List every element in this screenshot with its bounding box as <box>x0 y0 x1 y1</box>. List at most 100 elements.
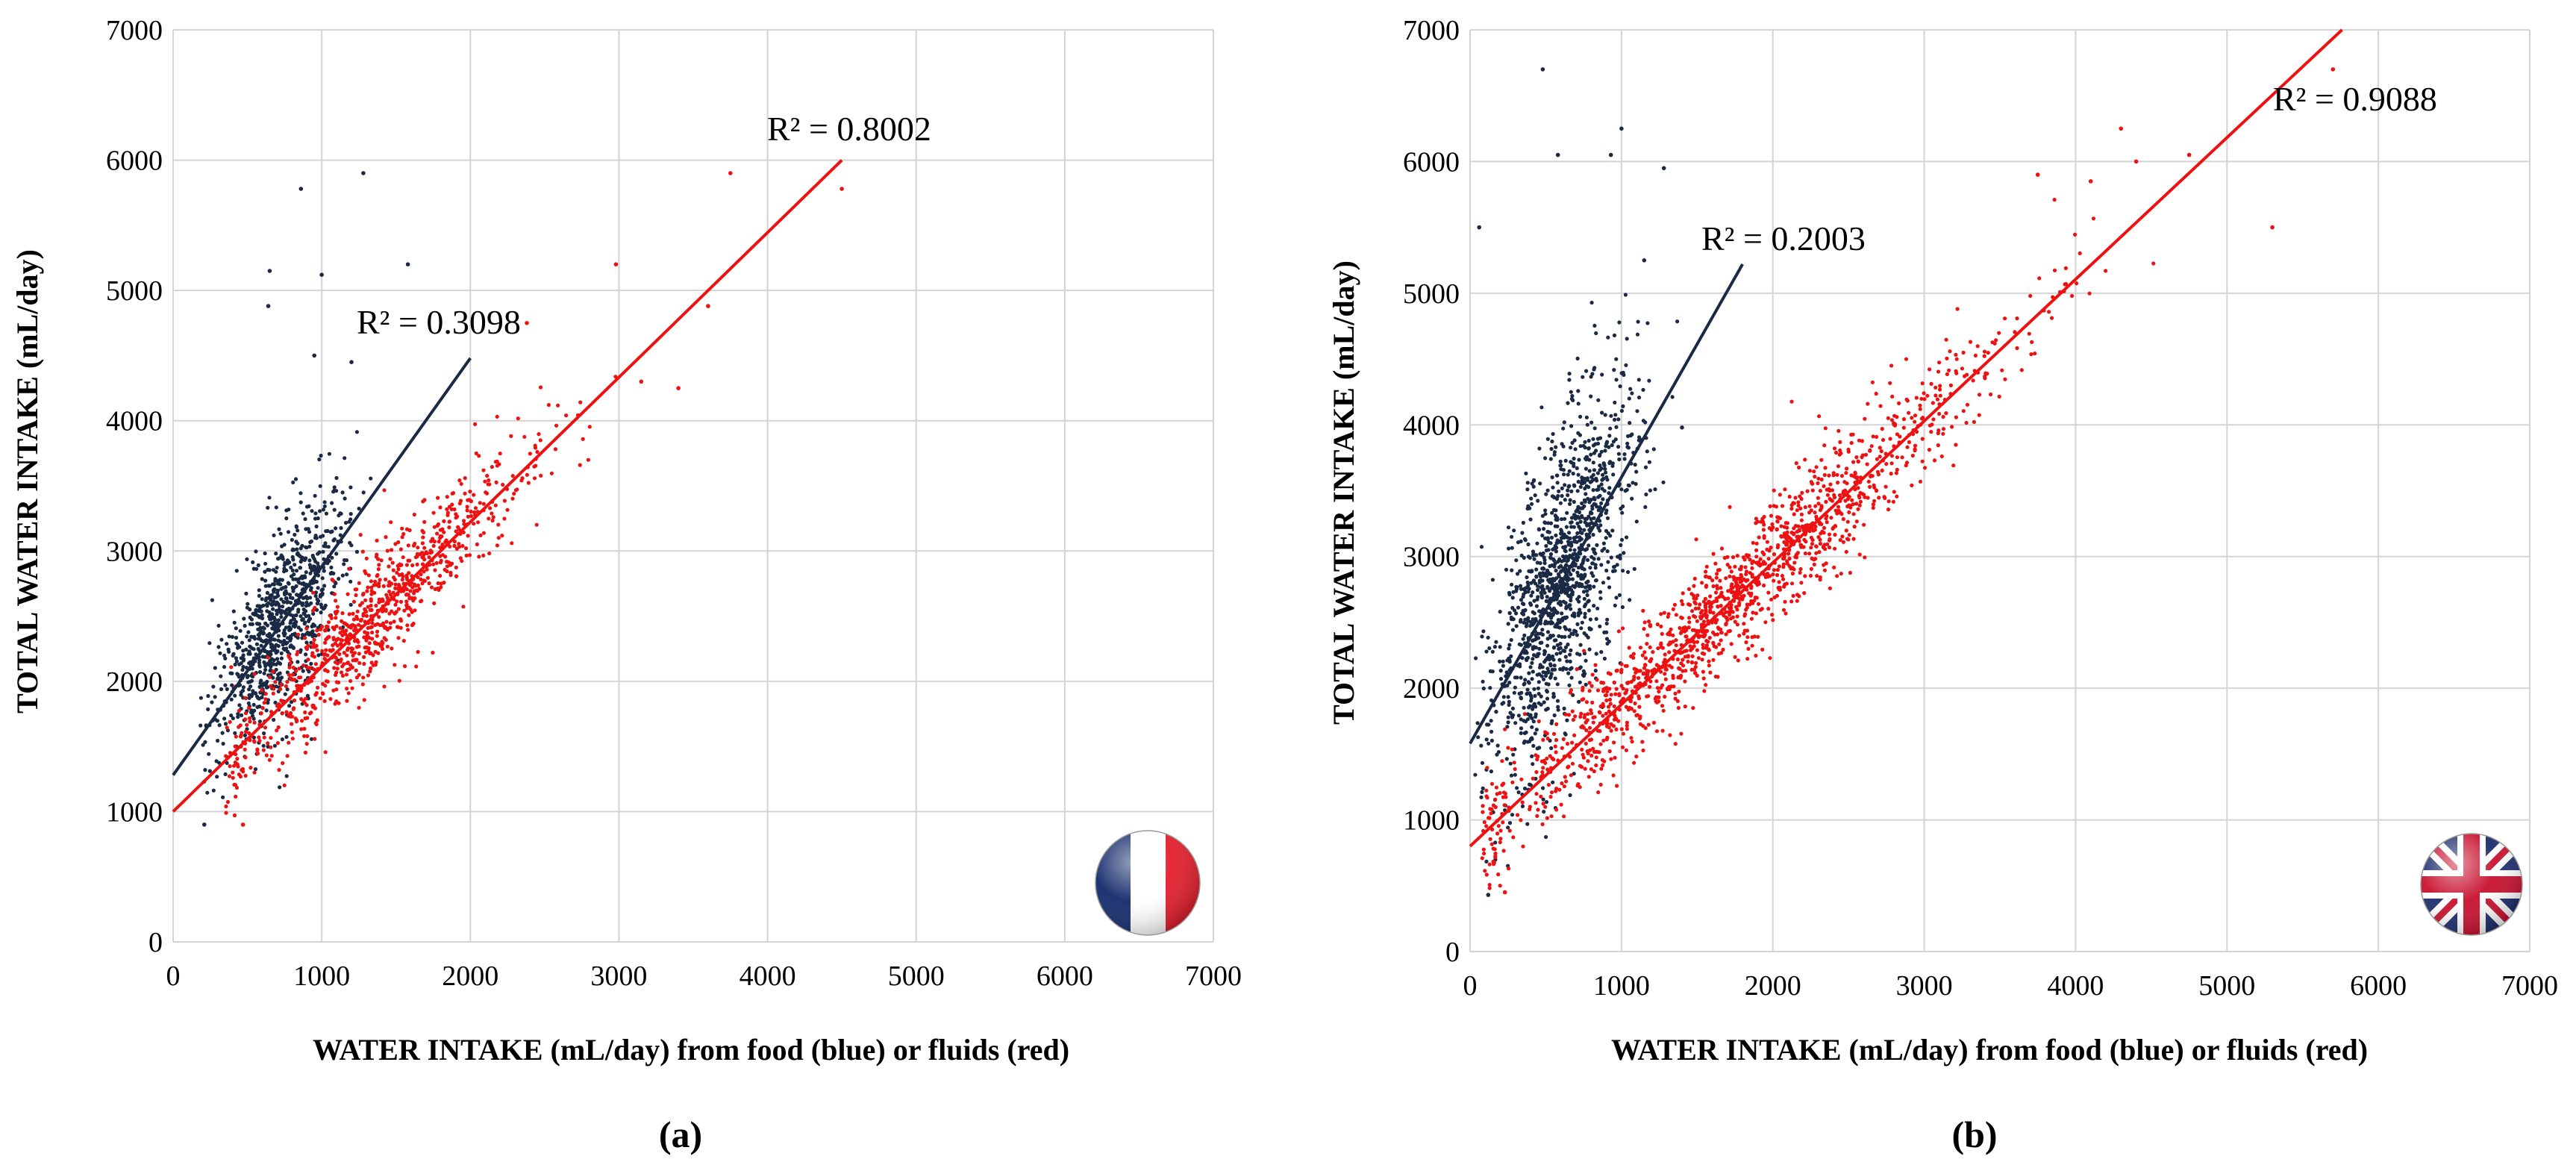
point-food <box>316 653 321 658</box>
point-fluids <box>1876 472 1881 477</box>
point-food <box>1569 666 1574 670</box>
point-food <box>319 453 323 458</box>
point-fluids <box>387 584 391 588</box>
point-food <box>1588 587 1592 591</box>
point-food <box>1519 598 1524 602</box>
point-food <box>1583 446 1587 450</box>
point-food <box>1540 513 1545 518</box>
point-food <box>1507 546 1511 551</box>
point-fluids <box>1654 695 1658 699</box>
point-fluids <box>1535 757 1539 762</box>
point-food-outlier <box>298 187 304 191</box>
point-food <box>1573 447 1578 452</box>
point-food <box>1584 484 1589 489</box>
point-fluids <box>357 660 362 666</box>
point-food <box>279 597 284 602</box>
point-fluids <box>1938 393 1942 398</box>
point-fluids <box>1941 431 1945 436</box>
point-food <box>1542 527 1546 531</box>
point-food <box>1506 720 1510 725</box>
point-food <box>331 571 336 576</box>
point-food <box>275 591 280 596</box>
point-fluids <box>340 633 345 637</box>
point-food <box>1541 797 1545 802</box>
point-fluids <box>1638 646 1643 650</box>
point-fluids <box>431 562 436 566</box>
point-fluids <box>295 718 299 722</box>
point-food <box>1536 680 1541 684</box>
point-food <box>323 603 328 608</box>
point-food <box>1522 786 1528 791</box>
point-fluids <box>269 754 274 758</box>
point-fluids <box>1856 486 1860 490</box>
point-food <box>287 560 292 565</box>
point-fluids <box>1822 525 1827 531</box>
point-fluids <box>370 637 375 641</box>
point-food <box>207 769 212 773</box>
point-fluids <box>1997 394 2001 399</box>
point-fluids <box>1488 837 1492 841</box>
point-fluids <box>387 590 392 594</box>
point-fluids <box>387 611 392 616</box>
point-fluids <box>1654 679 1659 684</box>
point-fluids <box>1599 680 1604 685</box>
point-food <box>1548 634 1553 638</box>
point-fluids <box>1625 688 1629 693</box>
point-fluids <box>1813 475 1817 479</box>
point-food <box>307 616 313 621</box>
point-fluids <box>413 608 417 613</box>
point-fluids <box>437 540 441 544</box>
point-fluids <box>1754 653 1758 658</box>
point-food <box>1508 761 1513 766</box>
point-food <box>1525 487 1530 492</box>
point-food <box>1539 596 1544 600</box>
point-fluids <box>1760 647 1765 652</box>
point-food <box>1613 413 1618 417</box>
point-fluids <box>1625 727 1629 731</box>
point-food <box>1569 543 1574 549</box>
point-fluids <box>1728 574 1732 578</box>
point-food <box>1537 746 1542 750</box>
point-fluids <box>474 451 478 456</box>
point-food <box>1568 659 1572 664</box>
point-fluids <box>1737 634 1742 638</box>
point-food <box>1634 469 1639 474</box>
point-food <box>1670 395 1675 399</box>
point-food <box>1561 426 1566 431</box>
point-fluids <box>1791 593 1795 599</box>
point-fluids <box>1977 413 1981 417</box>
point-food <box>1507 702 1511 708</box>
point-fluids <box>1883 496 1887 501</box>
point-fluids <box>1870 380 1875 384</box>
point-food <box>1536 499 1540 503</box>
point-fluids <box>1761 519 1766 524</box>
point-fluids <box>1766 607 1771 611</box>
point-fluids <box>1748 557 1752 562</box>
point-food <box>1568 652 1572 657</box>
point-food <box>1540 578 1545 583</box>
point-food <box>289 574 293 578</box>
point-food <box>268 612 272 616</box>
point-fluids <box>1648 623 1652 628</box>
point-fluids <box>406 543 410 548</box>
point-food <box>1545 643 1550 648</box>
point-fluids <box>461 519 466 523</box>
point-food <box>1596 398 1601 402</box>
point-food <box>1549 535 1554 540</box>
point-food <box>1531 638 1536 643</box>
point-food <box>1611 472 1616 477</box>
point-fluids <box>415 562 419 567</box>
point-food <box>288 644 293 649</box>
point-fluids <box>509 434 513 439</box>
point-fluids <box>1780 504 1785 508</box>
point-fluids <box>1742 557 1747 562</box>
point-fluids <box>1704 646 1708 650</box>
point-fluids <box>1655 686 1660 690</box>
point-fluids <box>1485 766 1489 770</box>
point-fluids <box>366 605 370 609</box>
point-food <box>357 506 361 511</box>
point-fluids <box>1594 763 1598 768</box>
point-food <box>310 634 315 639</box>
point-food <box>1568 553 1572 558</box>
point-fluids <box>1851 460 1856 464</box>
